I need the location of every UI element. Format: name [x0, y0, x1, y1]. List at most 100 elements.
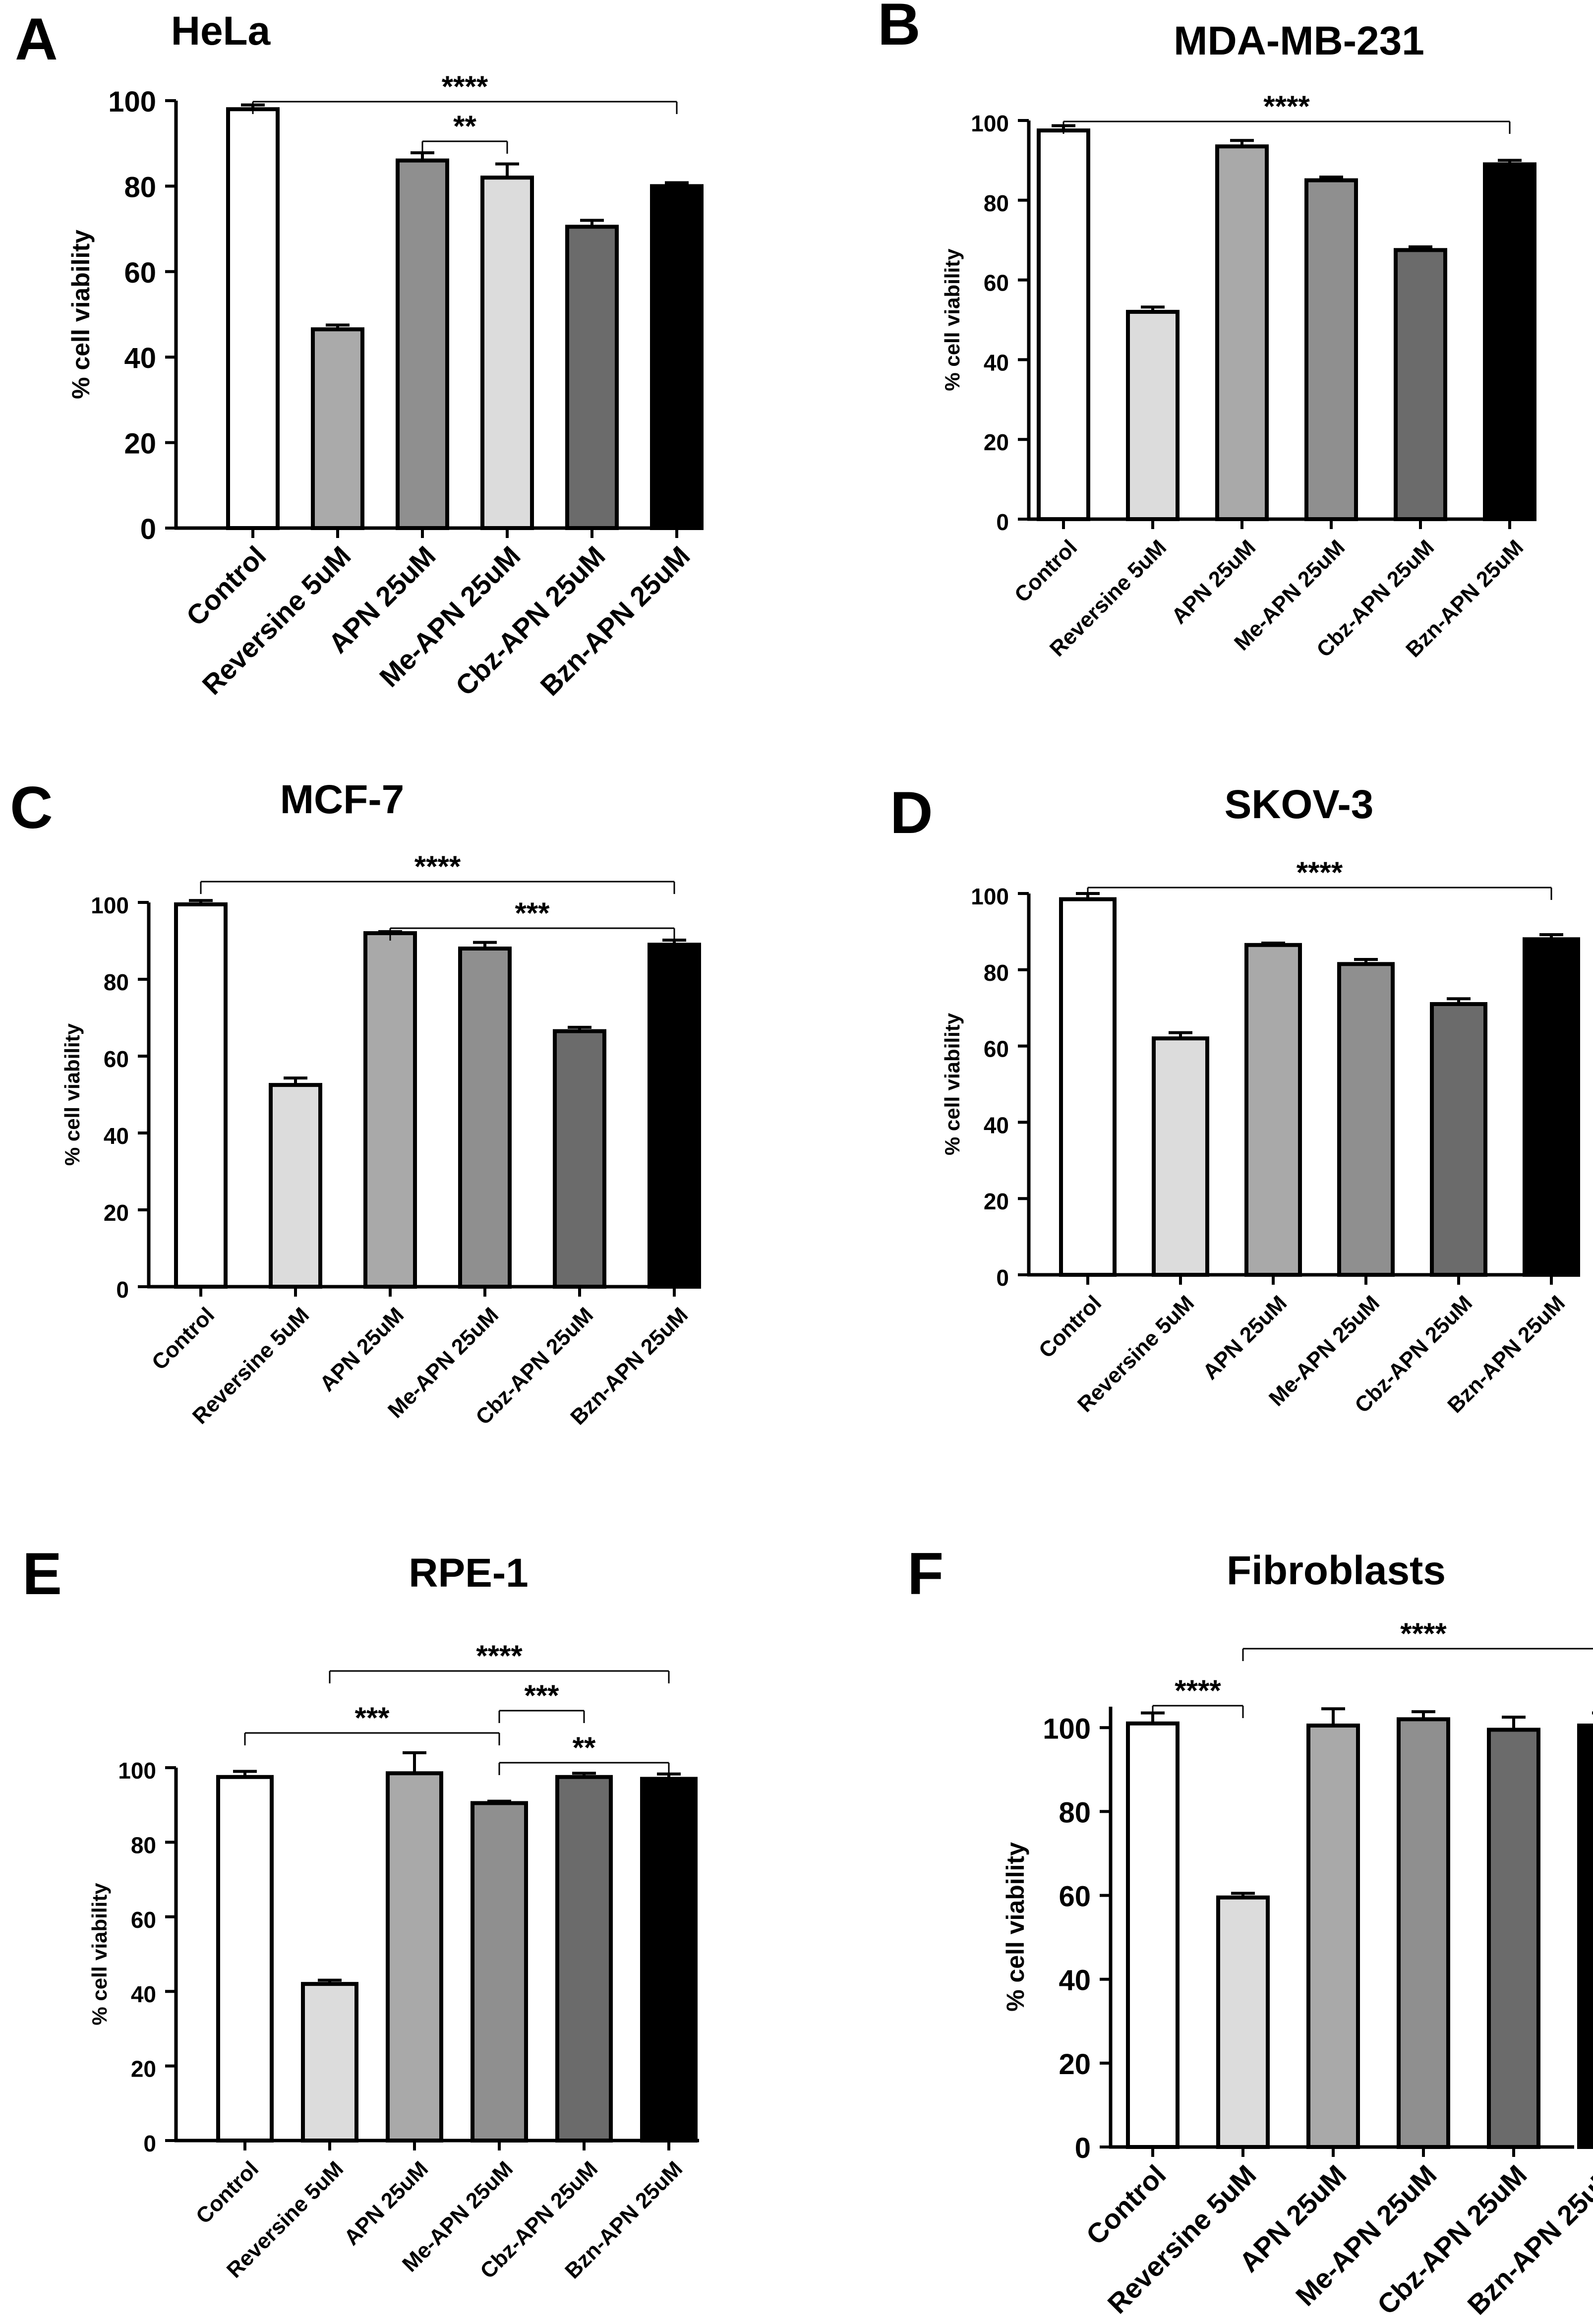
significance-label: ***	[515, 896, 550, 930]
y-tick-label: 20	[124, 428, 156, 460]
bar-reversine-5um	[269, 1083, 322, 1289]
bar-me-apn-25um	[480, 176, 534, 531]
bar-cbz-apn-25um	[1394, 248, 1447, 521]
y-tick-label: 40	[1059, 1965, 1091, 1997]
bar-apn-25um	[386, 1771, 443, 2143]
y-tick-label: 40	[131, 1981, 156, 2007]
bar-cbz-apn-25um	[553, 1029, 606, 1289]
bar-me-apn-25um	[1397, 1717, 1450, 2149]
bar-bzn-apn-25um	[1523, 937, 1580, 1277]
bar-apn-25um	[1306, 1724, 1360, 2149]
y-tick-label: 60	[124, 257, 156, 289]
chart-title: RPE-1	[409, 1550, 529, 1596]
bar-reversine-5um	[311, 327, 364, 530]
y-tick-label: 0	[996, 509, 1009, 535]
x-tick-label: Control	[147, 1303, 219, 1374]
panel-letter: E	[22, 1541, 62, 1607]
panel-letter: F	[907, 1541, 944, 1607]
bar-reversine-5um	[301, 1982, 358, 2143]
y-tick-label: 80	[984, 960, 1009, 986]
x-tick-label: Control	[1034, 1291, 1106, 1363]
y-tick-label: 20	[104, 1200, 129, 1226]
bar-control	[1126, 1721, 1180, 2149]
y-tick-label: 20	[984, 1189, 1009, 1214]
bar-control	[226, 107, 280, 531]
x-tick-label: Bzn-APN 25uM	[534, 540, 696, 702]
x-tick-label: APN 25uM	[340, 2156, 433, 2250]
bar-me-apn-25um	[458, 947, 512, 1289]
y-tick-label: 0	[143, 2131, 156, 2156]
bar-bzn-apn-25um	[640, 1777, 698, 2143]
y-tick-label: 60	[104, 1046, 129, 1072]
panel-c: C MCF-7 0 20 40 60 80 100 % cell viability Contro…	[10, 775, 701, 1430]
y-tick-label: 20	[984, 429, 1009, 455]
x-tick-label: Reversine 5uM	[196, 540, 356, 701]
bar-reversine-5um	[1152, 1036, 1209, 1277]
bar-cbz-apn-25um	[1430, 1002, 1487, 1277]
y-axis-label: % cell viability	[60, 1023, 84, 1166]
significance-label: ****	[442, 70, 488, 103]
bar-apn-25um	[1244, 943, 1302, 1277]
y-tick-label: 100	[1043, 1713, 1091, 1745]
panel-f: F Fibroblasts 0 20 40 60 80 100 % cell viability…	[907, 1541, 1593, 2321]
chart-title: Fibroblasts	[1227, 1548, 1446, 1593]
significance-label: ****	[1297, 856, 1343, 889]
panel-b: B MDA-MB-231 0 20 40 60 80 100 % cell viability C…	[878, 0, 1536, 662]
bar-control	[174, 902, 228, 1289]
y-tick-label: 80	[131, 1832, 156, 1858]
y-tick-label: 40	[124, 342, 156, 374]
y-tick-label: 100	[108, 86, 156, 118]
panel-letter: D	[890, 779, 933, 846]
x-tick-label: APN 25uM	[315, 1303, 409, 1396]
panel-e: E RPE-1 0 20 40 60 80 100 % cell viability Contro…	[22, 1541, 699, 2283]
bar-apn-25um	[1215, 144, 1269, 521]
y-tick-label: 60	[984, 270, 1009, 296]
bar-bzn-apn-25um	[648, 943, 701, 1289]
x-tick-label: Cbz-APN 25uM	[1371, 2159, 1533, 2321]
chart-title: MDA-MB-231	[1174, 18, 1424, 63]
bar-me-apn-25um	[1304, 178, 1358, 522]
significance-label: ***	[354, 1701, 390, 1734]
bar-bzn-apn-25um	[650, 184, 704, 530]
bar-cbz-apn-25um	[565, 225, 619, 531]
y-tick-label: 40	[104, 1123, 129, 1149]
significance-label: **	[573, 1731, 596, 1764]
y-tick-label: 80	[1059, 1796, 1091, 1829]
chart-title: MCF-7	[280, 777, 405, 822]
panel-d: D SKOV-3 0 20 40 60 80 100 % cell viability Contr…	[890, 779, 1580, 1418]
bar-bzn-apn-25um	[1577, 1724, 1593, 2149]
x-tick-label: APN 25uM	[1198, 1291, 1292, 1384]
y-tick-label: 40	[984, 350, 1009, 375]
x-tick-label: APN 25uM	[1167, 535, 1261, 629]
bar-bzn-apn-25um	[1483, 162, 1536, 521]
y-tick-label: 0	[140, 513, 156, 545]
significance-label: ****	[476, 1639, 523, 1672]
y-tick-label: 0	[996, 1265, 1009, 1291]
y-tick-label: 0	[116, 1277, 129, 1303]
y-axis-label: % cell viability	[1002, 1842, 1029, 2012]
y-axis-label: % cell viability	[88, 1883, 111, 2026]
bar-control	[216, 1775, 274, 2143]
x-tick-label: Control	[191, 2156, 263, 2228]
bar-cbz-apn-25um	[1487, 1728, 1540, 2149]
bar-apn-25um	[363, 931, 417, 1289]
panel-letter: B	[878, 0, 921, 58]
bar-apn-25um	[396, 158, 449, 530]
y-tick-label: 20	[1059, 2048, 1091, 2081]
chart-title: HeLa	[171, 8, 271, 54]
bar-me-apn-25um	[1337, 962, 1395, 1277]
y-axis-label: % cell viability	[67, 230, 95, 399]
bar-me-apn-25um	[471, 1801, 528, 2143]
significance-label: ****	[1263, 90, 1310, 123]
significance-label: ***	[524, 1679, 559, 1712]
y-tick-label: 80	[124, 171, 156, 203]
y-tick-label: 100	[118, 1758, 156, 1784]
chart-title: SKOV-3	[1225, 782, 1374, 827]
y-tick-label: 80	[104, 969, 129, 995]
y-tick-label: 100	[91, 893, 129, 918]
y-tick-label: 0	[1075, 2132, 1091, 2164]
bar-cbz-apn-25um	[555, 1775, 613, 2143]
y-tick-label: 60	[131, 1907, 156, 1933]
